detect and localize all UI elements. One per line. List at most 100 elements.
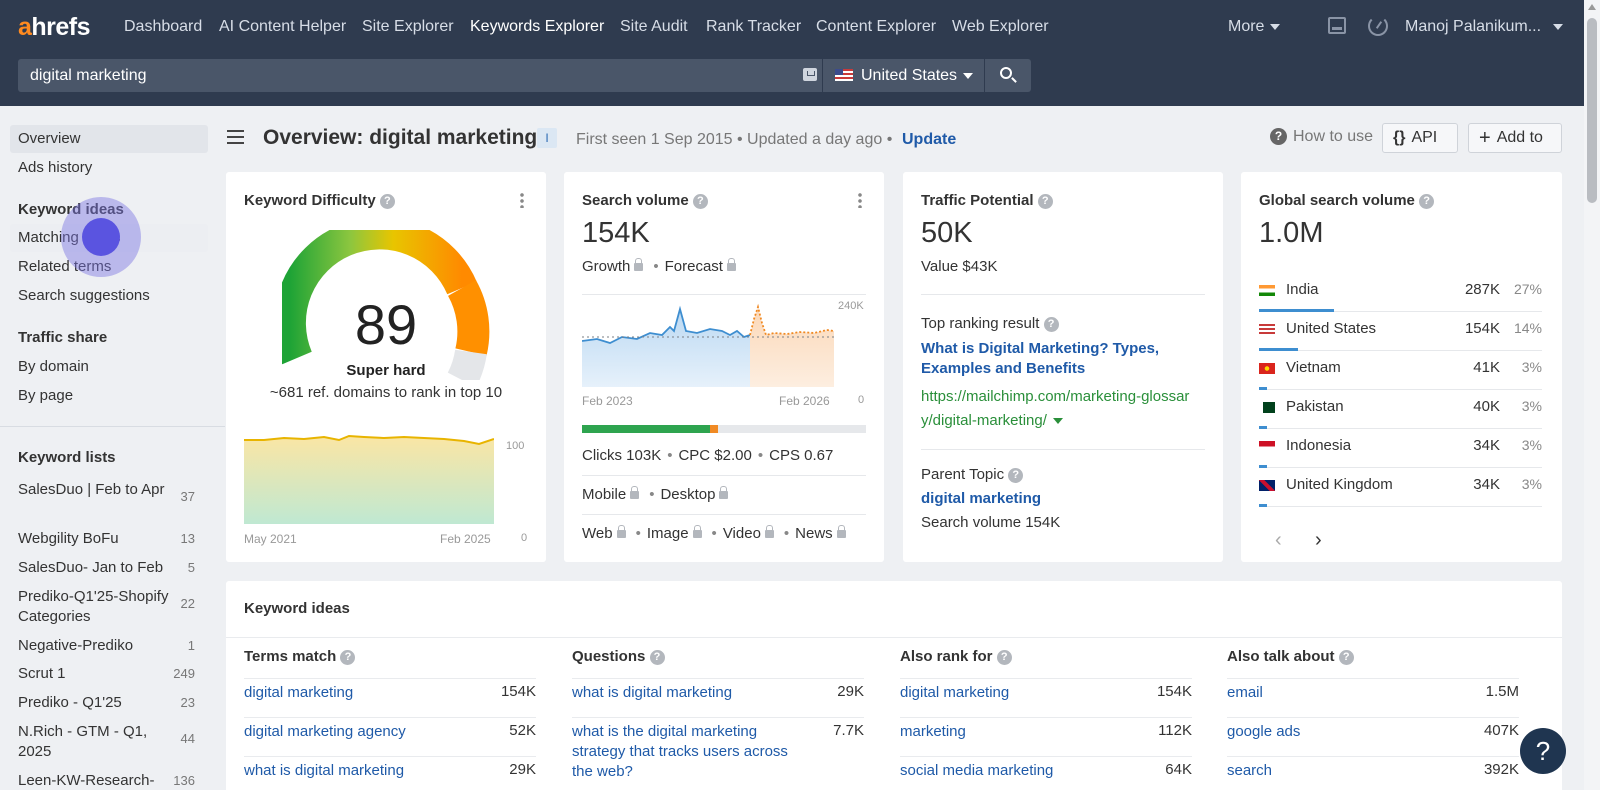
nav-dashboard[interactable]: Dashboard xyxy=(124,18,203,35)
help-chat-button[interactable]: ? xyxy=(1520,728,1566,774)
help-icon[interactable]: ? xyxy=(649,650,665,665)
keyword-idea-link[interactable]: search xyxy=(1227,762,1273,779)
sidebar-heading-keyword-ideas: Keyword ideas xyxy=(18,201,124,218)
ahrefs-logo[interactable]: ahrefs xyxy=(18,13,91,42)
keyword-list-item[interactable]: Prediko-Q1'25-Shopify Categories xyxy=(18,587,178,627)
gsv-title: Global search volume xyxy=(1259,192,1415,209)
gauge-icon[interactable] xyxy=(1368,16,1388,36)
more-label: More xyxy=(1228,18,1265,35)
column-header-label: Questions xyxy=(572,648,646,665)
country-volume-row[interactable]: Pakistan 40K 3% xyxy=(1259,390,1542,429)
screen-icon[interactable] xyxy=(1328,17,1346,34)
page-meta: First seen 1 Sep 2015 • Updated a day ag… xyxy=(576,131,893,148)
card-title: Search volume ? xyxy=(582,192,708,209)
keyword-idea-link[interactable]: google ads xyxy=(1227,723,1301,740)
intent-badge[interactable]: I xyxy=(537,128,557,148)
kd-x-start: May 2021 xyxy=(244,532,297,546)
nav-site-audit[interactable]: Site Audit xyxy=(620,18,688,35)
top-ranking-title-link[interactable]: What is Digital Marketing? Types, Exampl… xyxy=(921,340,1160,377)
keyword-idea-link[interactable]: what is the digital marketing strategy t… xyxy=(572,723,788,780)
keyword-list-item[interactable]: Leen-KW-Research- xyxy=(18,771,178,790)
keyword-list-item[interactable]: Negative-Prediko xyxy=(18,636,178,656)
keyword-list-icon[interactable] xyxy=(803,68,817,81)
help-icon[interactable]: ? xyxy=(1338,650,1354,665)
country-share-bar xyxy=(1259,387,1268,390)
us-flag-icon xyxy=(835,69,853,81)
top-ranking-url-link[interactable]: https://mailchimp.com/marketing-glossar y… xyxy=(921,385,1189,433)
api-label: API xyxy=(1411,129,1438,146)
country-volume-row[interactable]: United Kingdom 34K 3% xyxy=(1259,468,1542,507)
search-input[interactable] xyxy=(18,59,788,92)
kd-axis-min: 0 xyxy=(521,532,528,544)
nav-ai-content-helper[interactable]: AI Content Helper xyxy=(219,18,347,35)
more-options-icon[interactable] xyxy=(520,192,524,208)
nav-web-explorer[interactable]: Web Explorer xyxy=(952,18,1049,35)
country-name: India xyxy=(1286,281,1319,298)
device-row: Mobile • Desktop xyxy=(582,486,732,503)
keyword-idea-link[interactable]: digital marketing xyxy=(244,684,354,701)
keyword-idea-link[interactable]: what is digital marketing xyxy=(244,762,405,779)
menu-icon[interactable] xyxy=(227,130,244,144)
keyword-list-item[interactable]: Scrut 1 xyxy=(18,664,178,684)
lock-icon xyxy=(630,486,640,499)
update-link[interactable]: Update xyxy=(902,131,957,148)
how-to-use-link[interactable]: ? How to use xyxy=(1270,128,1373,146)
add-to-button[interactable]: + Add to xyxy=(1468,123,1562,153)
keyword-idea-link[interactable]: digital marketing agency xyxy=(244,723,406,740)
keyword-idea-link[interactable]: digital marketing xyxy=(900,684,1010,701)
keyword-idea-volume: 154K xyxy=(1156,683,1192,700)
help-icon[interactable]: ? xyxy=(379,194,395,209)
keyword-list-item[interactable]: SalesDuo | Feb to Apr xyxy=(18,480,178,500)
keyword-idea-link[interactable]: marketing xyxy=(900,723,966,740)
previous-page-icon[interactable]: ‹ xyxy=(1275,529,1282,551)
column-header-label: Also rank for xyxy=(900,648,993,665)
chevron-down-icon[interactable] xyxy=(1052,418,1063,425)
keyword-idea-link[interactable]: email xyxy=(1227,684,1263,701)
next-page-icon[interactable]: › xyxy=(1315,529,1322,551)
country-name: United Kingdom xyxy=(1286,476,1393,493)
add-to-label: Add to xyxy=(1496,129,1543,146)
sidebar-item-search-suggestions[interactable]: Search suggestions xyxy=(18,287,150,304)
sidebar-item-ads-history[interactable]: Ads history xyxy=(18,159,93,176)
help-icon[interactable]: ? xyxy=(1043,317,1059,332)
sidebar-item-overview[interactable]: Overview xyxy=(18,130,81,147)
scroll-up-arrow[interactable] xyxy=(1588,4,1596,10)
help-icon[interactable]: ? xyxy=(1037,194,1053,209)
keyword-idea-link[interactable]: what is digital marketing xyxy=(572,684,733,701)
nav-site-explorer[interactable]: Site Explorer xyxy=(362,18,454,35)
more-menu[interactable]: More xyxy=(1228,18,1281,36)
nav-content-explorer[interactable]: Content Explorer xyxy=(816,18,937,35)
keyword-list-item[interactable]: N.Rich - GTM - Q1, 2025 xyxy=(18,722,178,762)
parent-topic-link[interactable]: digital marketing xyxy=(921,490,1042,507)
country-volume-row[interactable]: Indonesia 34K 3% xyxy=(1259,429,1542,468)
kd-label: Super hard xyxy=(346,362,426,379)
parent-topic-text: Parent Topic xyxy=(921,466,1005,483)
help-icon[interactable]: ? xyxy=(996,650,1012,665)
api-button[interactable]: {} API xyxy=(1382,123,1458,153)
keyword-list-item[interactable]: SalesDuo- Jan to Feb xyxy=(18,558,178,578)
nav-keywords-explorer[interactable]: Keywords Explorer xyxy=(470,18,605,35)
country-volume-row[interactable]: India 287K 27% xyxy=(1259,273,1542,312)
help-icon[interactable]: ? xyxy=(1419,194,1435,209)
user-menu[interactable]: Manoj Palanikum... xyxy=(1405,18,1564,36)
help-icon: ? xyxy=(1270,128,1287,145)
divider xyxy=(1227,678,1519,679)
keyword-list-item[interactable]: Prediko - Q1'25 xyxy=(18,693,178,713)
tp-value-line: Value $43K xyxy=(921,258,998,275)
more-options-icon[interactable] xyxy=(858,192,862,208)
keyword-idea-link[interactable]: social media marketing xyxy=(900,762,1054,779)
sidebar-item-by-domain[interactable]: By domain xyxy=(18,358,89,375)
country-volume-row[interactable]: Vietnam 41K 3% xyxy=(1259,351,1542,390)
search-button[interactable] xyxy=(985,59,1031,92)
nav-rank-tracker[interactable]: Rank Tracker xyxy=(706,18,802,35)
sidebar-item-by-page[interactable]: By page xyxy=(18,387,74,404)
help-icon[interactable]: ? xyxy=(340,650,356,665)
help-icon[interactable]: ? xyxy=(1008,468,1024,483)
country-volume-row[interactable]: United States 154K 14% xyxy=(1259,312,1542,351)
keyword-list-item[interactable]: Webgility BoFu xyxy=(18,529,178,549)
keyword-difficulty-card: Keyword Difficulty ? 89 Super hard ~681 … xyxy=(226,172,546,562)
help-icon[interactable]: ? xyxy=(692,194,708,209)
scrollbar-thumb[interactable] xyxy=(1587,18,1597,203)
country-selector[interactable]: United States xyxy=(823,59,984,92)
sidebar-item-related-terms[interactable]: Related terms xyxy=(18,258,112,275)
